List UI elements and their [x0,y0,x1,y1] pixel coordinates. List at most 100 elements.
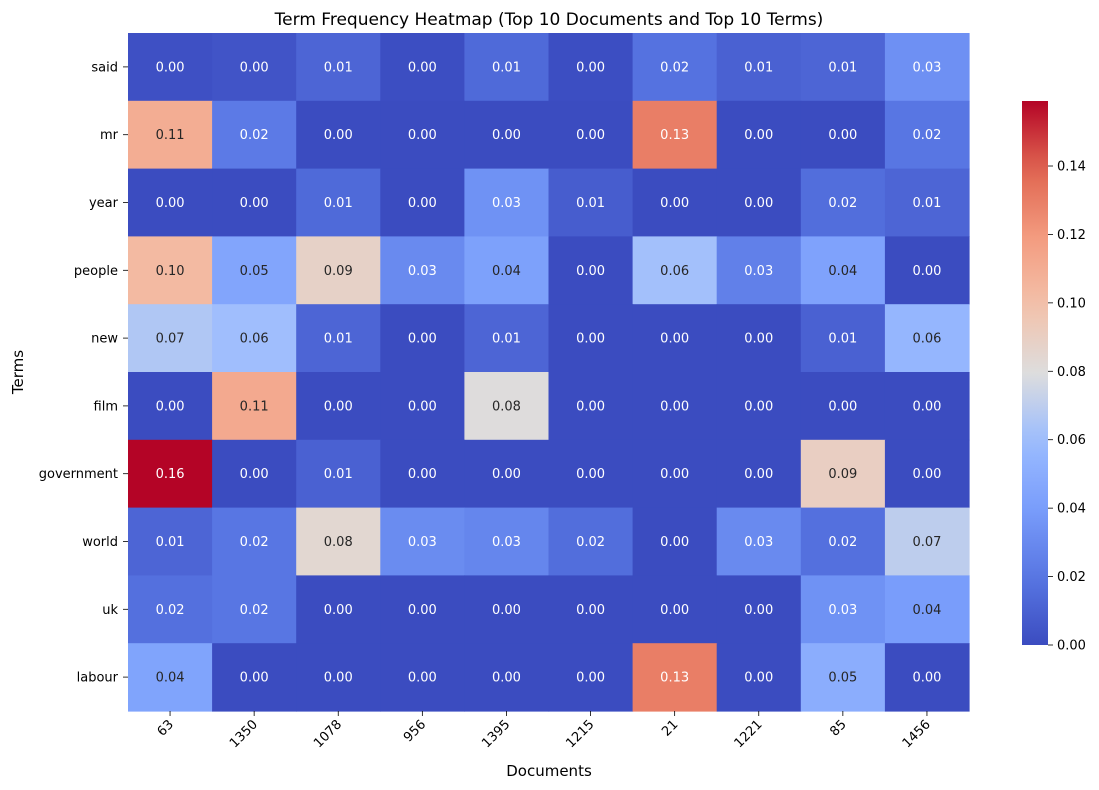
cell-value-label: 0.03 [492,535,521,550]
cell-value-label: 0.00 [240,467,269,482]
heatmap-cell [212,236,297,305]
cell-value-label: 0.00 [492,467,521,482]
cell-value-label: 0.08 [492,399,521,414]
cell-value-label: 0.00 [492,128,521,143]
heatmap-cell [464,575,550,644]
heatmap-cell [632,33,718,102]
cell-value-label: 0.09 [828,467,857,482]
colorbar-tick-label: 0.08 [1057,365,1086,380]
cell-value-label: 0.00 [576,603,605,618]
heatmap-cell [128,372,213,441]
heatmap-cell [212,100,297,170]
cell-value-label: 0.01 [324,467,353,482]
cell-value-label: 0.04 [156,671,185,686]
cell-value-label: 0.00 [744,332,773,347]
heatmap-cell [716,100,802,170]
heatmap-cell [800,33,886,102]
cell-value-label: 0.00 [408,60,437,75]
x-tick-label: 85 [827,717,849,739]
x-tick-label: 1395 [479,717,513,751]
cell-value-label: 0.00 [576,332,605,347]
heatmap-cell [128,236,213,305]
heatmap-cell [212,507,297,576]
heatmap-cell [716,575,802,644]
heatmap-cell [212,168,297,237]
cell-value-label: 0.02 [240,128,269,143]
heatmap-cell [548,304,634,373]
heatmap-cell [884,236,970,305]
cell-value-label: 0.02 [576,535,605,550]
heatmap-cell [380,507,465,576]
heatmap-cell [884,575,970,644]
heatmap-cell [884,304,970,373]
cell-value-label: 0.07 [912,535,941,550]
heatmap-cell [128,168,213,237]
heatmap-cell [632,236,718,305]
cell-value-label: 0.00 [240,60,269,75]
x-tick-label: 63 [155,717,177,739]
cell-value-label: 0.00 [660,399,689,414]
heatmap-cell [296,507,381,576]
cell-value-label: 0.00 [408,399,437,414]
cell-value-label: 0.00 [744,603,773,618]
heatmap-cell [548,372,634,441]
cell-value-label: 0.00 [240,196,269,211]
heatmap-cell [884,507,970,576]
heatmap-cell [380,100,465,170]
cell-value-label: 0.03 [744,535,773,550]
cell-value-label: 0.03 [408,535,437,550]
cell-value-label: 0.04 [492,264,521,279]
heatmap-cell [800,236,886,305]
heatmap-cell [380,236,465,305]
cell-value-label: 0.00 [660,196,689,211]
heatmap-cell [380,643,465,712]
heatmap-cells: 0.00 0.00 0.01 0.00 0.01 0.00 0.02 0.01 0.01 0.03… [128,33,970,712]
heatmap-cell [632,575,718,644]
heatmap-cell [296,236,381,305]
y-tick-label: uk [102,603,118,618]
heatmap-cell [800,439,886,509]
heatmap-cell [128,507,213,576]
heatmap-cell [296,304,381,373]
x-axis: 63 1350 1078 956 1395 1215 21 1221 85 1456 [155,711,934,751]
cell-value-label: 0.00 [912,399,941,414]
cell-value-label: 0.00 [576,399,605,414]
heatmap-cell [128,33,213,102]
cell-value-label: 0.01 [324,332,353,347]
colorbar-ticks: 0.00 0.02 0.04 0.06 0.08 0.10 0.12 0.14 [1048,160,1086,654]
cell-value-label: 0.01 [324,60,353,75]
heatmap-cell [128,643,213,712]
heatmap-cell [884,100,970,170]
cell-value-label: 0.00 [408,671,437,686]
heatmap-cell [632,507,718,576]
cell-value-label: 0.04 [828,264,857,279]
cell-value-label: 0.00 [912,671,941,686]
cell-value-label: 0.06 [912,332,941,347]
cell-value-label: 0.00 [660,603,689,618]
heatmap-cell [800,100,886,170]
heatmap-cell [128,575,213,644]
heatmap-cell [884,643,970,712]
cell-value-label: 0.03 [492,196,521,211]
heatmap-cell [716,236,802,305]
y-tick-label: labour [77,671,119,686]
cell-value-label: 0.00 [576,60,605,75]
heatmap-cell [296,643,381,712]
heatmap-cell [464,372,550,441]
heatmap-cell [296,439,381,509]
cell-value-label: 0.00 [156,60,185,75]
cell-value-label: 0.03 [912,60,941,75]
cell-value-label: 0.00 [408,332,437,347]
cell-value-label: 0.00 [576,264,605,279]
cell-value-label: 0.00 [744,671,773,686]
heatmap-cell [380,439,465,509]
cell-value-label: 0.06 [240,332,269,347]
heatmap-cell [296,168,381,237]
y-tick-label: new [91,332,118,347]
heatmap-cell [128,100,213,170]
cell-value-label: 0.02 [240,603,269,618]
heatmap-cell [632,372,718,441]
heatmap-cell [464,168,550,237]
cell-value-label: 0.05 [828,671,857,686]
